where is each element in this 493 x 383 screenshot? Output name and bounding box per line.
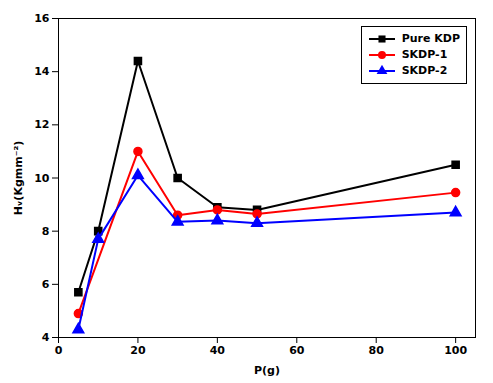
svg-text:16: 16	[34, 12, 50, 25]
html-text:SKDP-1: SKDP-1	[401, 48, 448, 61]
html-text:SKDP-2: SKDP-2	[401, 64, 448, 77]
svg-text:8: 8	[42, 225, 50, 238]
svg-text:40: 40	[210, 344, 226, 357]
svg-text:100: 100	[444, 344, 467, 357]
svg-text:60: 60	[289, 344, 305, 357]
svg-text:Hᵥ(Kgmm⁻²): Hᵥ(Kgmm⁻²)	[12, 141, 25, 216]
svg-text:12: 12	[34, 118, 49, 131]
svg-text:6: 6	[42, 278, 50, 291]
svg-text:14: 14	[34, 65, 50, 78]
svg-text:80: 80	[369, 344, 385, 357]
svg-text:0: 0	[55, 344, 63, 357]
svg-text:P(g): P(g)	[254, 364, 280, 377]
svg-text:4: 4	[42, 331, 50, 344]
svg-text:10: 10	[34, 172, 50, 185]
html-text:Pure KDP: Pure KDP	[401, 32, 460, 45]
svg-text:20: 20	[130, 344, 146, 357]
